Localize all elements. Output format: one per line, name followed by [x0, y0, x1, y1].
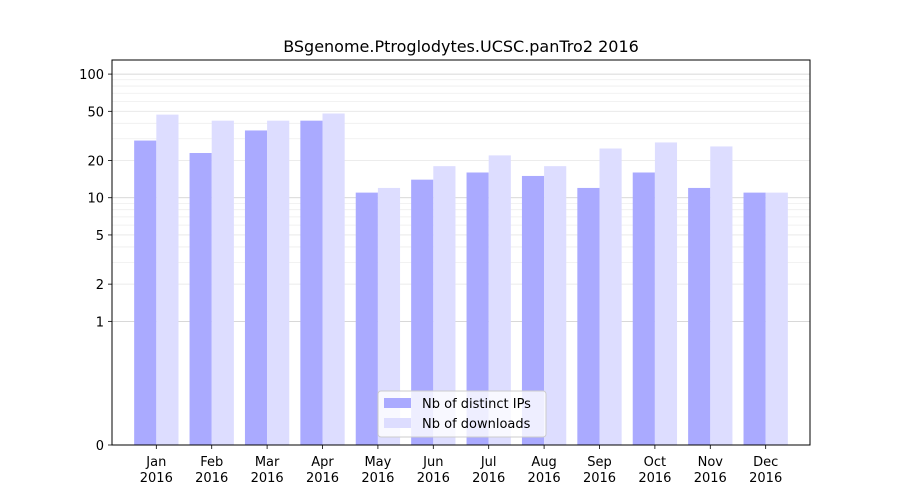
- y-tick-label: 10: [87, 192, 104, 207]
- bar-distinct-ips-dec: [743, 192, 766, 445]
- x-tick-label-year: 2016: [638, 471, 671, 486]
- y-tick-label: 100: [79, 68, 104, 83]
- y-tick-label: 0: [96, 439, 104, 454]
- x-tick-label-month: Aug: [531, 455, 556, 470]
- bar-downloads-jan: [156, 114, 179, 445]
- bar-distinct-ips-may: [355, 192, 378, 445]
- x-tick-label-year: 2016: [251, 471, 284, 486]
- axis-ticks: Jan2016Feb2016Mar2016Apr2016May2016Jun20…: [79, 68, 782, 486]
- x-tick-label-month: Jan: [145, 455, 166, 470]
- bar-distinct-ips-jul: [466, 172, 489, 446]
- x-tick-label-month: Mar: [255, 455, 280, 470]
- x-tick-label-year: 2016: [472, 471, 505, 486]
- chart-title: BSgenome.Ptroglodytes.UCSC.panTro2 2016: [283, 37, 639, 56]
- bar-downloads-aug: [544, 166, 567, 445]
- bar-distinct-ips-jun: [411, 179, 434, 446]
- x-tick-label-year: 2016: [195, 471, 228, 486]
- x-tick-label-year: 2016: [417, 471, 450, 486]
- bar-downloads-jun: [433, 166, 456, 445]
- bar-distinct-ips-mar: [244, 130, 268, 445]
- x-tick-label-month: May: [364, 455, 391, 470]
- x-tick-label-month: Oct: [644, 455, 666, 470]
- legend-swatch: [384, 418, 411, 428]
- plot-frame: [111, 59, 811, 446]
- legend-label: Nb of downloads: [422, 417, 531, 432]
- bar-downloads-oct: [654, 142, 678, 445]
- bar-downloads-dec: [765, 192, 788, 445]
- legend-label: Nb of distinct IPs: [422, 397, 531, 412]
- legend: Nb of distinct IPs Nb of downloads: [377, 390, 547, 438]
- y-tick-label: 5: [96, 229, 104, 244]
- bar-downloads-jul: [488, 155, 511, 445]
- y-tick-label: 2: [96, 278, 104, 293]
- bar-downloads-feb: [211, 120, 234, 446]
- legend-swatch: [384, 398, 411, 408]
- x-tick-label-month: Jun: [422, 455, 443, 470]
- bar-distinct-ips-feb: [189, 153, 212, 445]
- legend-box: [377, 390, 547, 438]
- x-tick-label-year: 2016: [694, 471, 727, 486]
- x-tick-label-month: Sep: [587, 455, 612, 470]
- x-tick-label-month: Feb: [200, 455, 223, 470]
- bar-downloads-nov: [710, 146, 733, 445]
- bar-distinct-ips-jan: [134, 140, 157, 445]
- bar-distinct-ips-apr: [300, 120, 323, 446]
- x-tick-label-year: 2016: [140, 471, 173, 486]
- x-tick-label-year: 2016: [528, 471, 561, 486]
- x-tick-label-month: Jul: [480, 455, 497, 470]
- x-tick-label-year: 2016: [583, 471, 616, 486]
- bar-downloads-sep: [599, 148, 622, 445]
- bar-downloads-apr: [322, 113, 345, 446]
- y-tick-label: 20: [87, 155, 104, 170]
- x-tick-label-year: 2016: [749, 471, 782, 486]
- bar-downloads-mar: [267, 120, 290, 446]
- y-tick-label: 50: [87, 105, 104, 120]
- bar-downloads-may: [377, 187, 401, 445]
- bar-distinct-ips-oct: [632, 172, 655, 446]
- x-tick-label-year: 2016: [361, 471, 394, 486]
- bars: [134, 113, 788, 446]
- bar-distinct-ips-sep: [577, 187, 600, 445]
- x-tick-label-year: 2016: [306, 471, 339, 486]
- x-tick-label-month: Nov: [698, 455, 724, 470]
- bar-distinct-ips-aug: [521, 175, 545, 445]
- x-tick-label-month: Apr: [311, 455, 334, 470]
- y-tick-label: 1: [96, 315, 104, 330]
- bar-distinct-ips-nov: [688, 187, 711, 445]
- x-tick-label-month: Dec: [753, 455, 778, 470]
